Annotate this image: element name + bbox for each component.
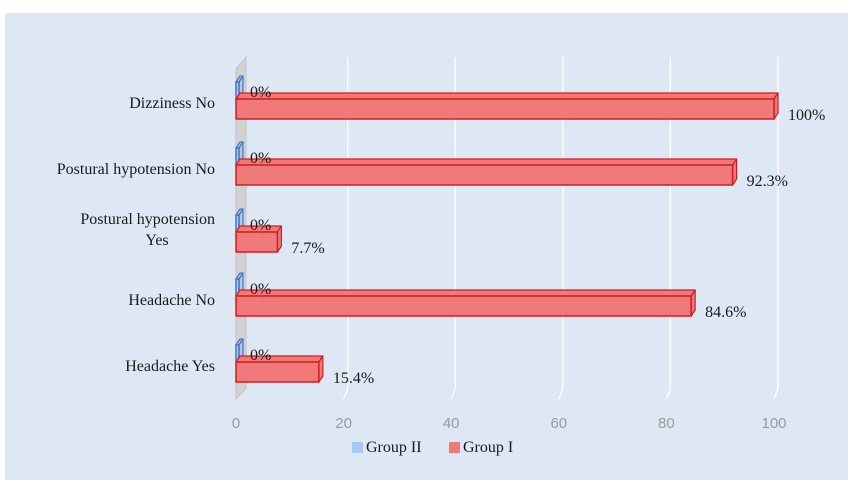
x-tick-label: 0 (232, 415, 240, 432)
gridline-base (558, 388, 564, 400)
gridline-base (773, 388, 779, 400)
x-tick-label: 100 (761, 415, 786, 432)
bar-front-face (235, 164, 734, 186)
bar-chart: Dizziness No Postural hypotension No Postu… (57, 55, 825, 456)
data-label-group-i: 84.6% (705, 304, 746, 321)
x-tick-label: 80 (658, 415, 675, 432)
bars (235, 75, 779, 383)
gridline-base (665, 388, 672, 400)
gridline-base (450, 388, 456, 400)
data-labels: 0% 100% 0% 92.3% 0% 7.7% 0% 84.6% 0% 15.4% (250, 84, 825, 387)
bar-top-face (235, 289, 696, 297)
x-tick-label: 40 (443, 415, 460, 432)
bar-front-face (235, 361, 320, 383)
x-axis-ticks: 0 20 40 60 80 100 (232, 415, 787, 432)
data-label-group-ii: 0% (250, 281, 271, 298)
category-label-line: Postural hypotension (80, 211, 215, 228)
legend-label-group-i: Group I (463, 439, 513, 456)
x-tick-label: 20 (335, 415, 352, 432)
bar-group-i (235, 355, 324, 383)
bar-group-i (235, 158, 738, 186)
category-label-line: Yes (145, 232, 168, 249)
legend-swatch-group-i (449, 442, 460, 453)
bar-top-face (235, 92, 779, 100)
category-label: Headache No (128, 292, 215, 309)
data-label-group-i: 100% (788, 107, 825, 124)
data-label-group-i: 92.3% (747, 173, 788, 190)
bar-group-i (235, 92, 779, 120)
bar-group-ii (235, 272, 244, 296)
data-label-group-ii: 0% (250, 150, 271, 167)
category-label: Postural hypotension Yes (80, 211, 215, 249)
gridline-base (342, 388, 349, 400)
bar-front-face (235, 98, 775, 120)
category-labels: Dizziness No Postural hypotension No Postu… (57, 95, 215, 375)
data-label-group-i: 7.7% (291, 240, 324, 257)
data-label-group-ii: 0% (250, 217, 271, 234)
data-label-group-ii: 0% (250, 84, 271, 101)
category-label: Headache Yes (125, 358, 215, 375)
bar-front-face (235, 231, 279, 253)
legend-label-group-ii: Group II (366, 439, 422, 456)
legend: Group II Group I (352, 439, 513, 456)
data-label-group-i: 15.4% (333, 370, 374, 387)
bar-top-face (235, 158, 738, 166)
bar-front-face (235, 295, 692, 317)
legend-swatch-group-ii (352, 442, 363, 453)
category-label: Postural hypotension No (57, 161, 215, 178)
chart-area: Dizziness No Postural hypotension No Postu… (5, 13, 848, 480)
data-label-group-ii: 0% (250, 347, 271, 364)
bar-group-i (235, 225, 283, 253)
category-label: Dizziness No (129, 95, 215, 112)
bar-group-i (235, 289, 696, 317)
x-tick-label: 60 (550, 415, 567, 432)
